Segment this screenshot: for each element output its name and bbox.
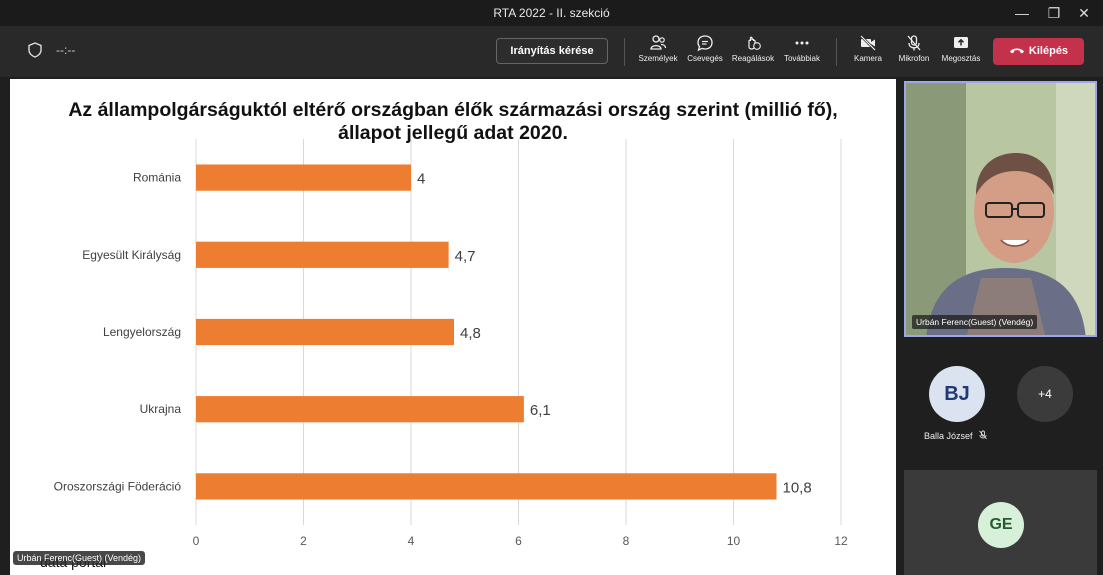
bar-chart: 0 2 4 6 8 10 12 Románia 4 Egyesült Királyság 4,7 Le… — [54, 139, 848, 548]
presenter-name-tag: Urbán Ferenc(Guest) (Vendég) — [13, 551, 146, 565]
leave-button[interactable]: Kilépés — [993, 38, 1084, 65]
meeting-toolbar: --:-- Irányítás kérése Személyek Csevegé… — [0, 26, 1103, 77]
people-label: Személyek — [638, 54, 678, 63]
minimize-button[interactable]: — — [1015, 5, 1029, 21]
chat-icon — [697, 35, 713, 52]
chat-button[interactable]: Csevegés — [684, 34, 726, 74]
more-label: Továbbiak — [783, 54, 821, 63]
x-tick-label: 2 — [300, 534, 307, 548]
share-icon — [954, 37, 968, 48]
category-label: Lengyelország — [103, 325, 181, 339]
participant-name-text: Balla József — [924, 431, 973, 441]
phone-hangup-icon — [1009, 48, 1024, 54]
window-title: RTA 2022 - II. szekció — [493, 6, 610, 20]
camera-label: Kamera — [853, 54, 882, 63]
data-label: 4 — [417, 171, 425, 188]
window-title-bar: RTA 2022 - II. szekció — ❐ ✕ — [0, 0, 1103, 26]
mic-label: Mikrofon — [898, 54, 930, 63]
participant-name-label: Urbán Ferenc(Guest) (Vendég) — [912, 315, 1038, 329]
x-tick-label: 10 — [727, 534, 741, 548]
bar — [196, 241, 449, 268]
share-button[interactable]: Megosztás — [937, 34, 985, 74]
x-tick-label: 6 — [515, 534, 522, 548]
chat-label: Csevegés — [687, 54, 723, 63]
meeting-timer: --:-- — [56, 43, 76, 57]
category-label: Ukrajna — [140, 402, 182, 416]
toolbar-divider — [624, 38, 625, 66]
x-tick-label: 4 — [408, 534, 415, 548]
toolbar-divider — [836, 38, 837, 66]
x-tick-label: 12 — [834, 534, 848, 548]
x-tick-label: 8 — [623, 534, 630, 548]
camera-off-icon — [860, 35, 876, 51]
mic-button[interactable]: Mikrofon — [893, 34, 935, 74]
more-icon — [795, 41, 809, 45]
category-label: Oroszországi Föderáció — [54, 479, 182, 493]
participant-name-bj: Balla József — [924, 430, 988, 441]
bar — [196, 318, 454, 346]
close-button[interactable]: ✕ — [1078, 5, 1090, 21]
leave-label: Kilépés — [1028, 45, 1069, 57]
participant-avatar-ge[interactable]: GE — [978, 502, 1024, 548]
people-button[interactable]: Személyek — [636, 34, 680, 74]
bar — [196, 473, 777, 500]
share-label: Megosztás — [941, 54, 981, 63]
data-label: 4,8 — [460, 325, 481, 342]
maximize-button[interactable]: ❐ — [1047, 5, 1061, 21]
bar — [196, 164, 411, 191]
participant-video — [906, 83, 1095, 335]
more-participants-button[interactable]: +4 — [1017, 366, 1073, 422]
category-label: Románia — [133, 171, 181, 185]
reactions-button[interactable]: Reagálások — [730, 34, 776, 74]
reactions-label: Reagálások — [731, 54, 775, 63]
category-label: Egyesült Királyság — [82, 248, 181, 262]
bar — [196, 396, 524, 423]
more-button[interactable]: Továbbiak — [780, 34, 824, 74]
data-label: 10,8 — [783, 479, 812, 496]
shield-icon[interactable] — [28, 42, 42, 58]
data-label: 4,7 — [455, 248, 476, 265]
people-icon — [650, 35, 667, 50]
chart-title-line-1: Az állampolgárságuktól eltérő országban … — [68, 99, 838, 121]
participant-video-tile[interactable]: Urbán Ferenc(Guest) (Vendég) — [904, 81, 1097, 337]
reactions-icon — [748, 36, 761, 50]
request-control-button[interactable]: Irányítás kérése — [496, 38, 608, 64]
chart-title-line-2: állapot jellegű adat 2020. — [338, 122, 568, 144]
participant-avatar-bj[interactable]: BJ — [929, 366, 985, 422]
camera-button[interactable]: Kamera — [849, 34, 887, 74]
shared-screen: Az állampolgárságuktól eltérő országban … — [10, 79, 896, 575]
muted-mic-icon — [979, 430, 987, 440]
x-tick-label: 0 — [193, 534, 200, 548]
mic-off-icon — [907, 35, 921, 51]
data-label: 6,1 — [530, 402, 551, 419]
